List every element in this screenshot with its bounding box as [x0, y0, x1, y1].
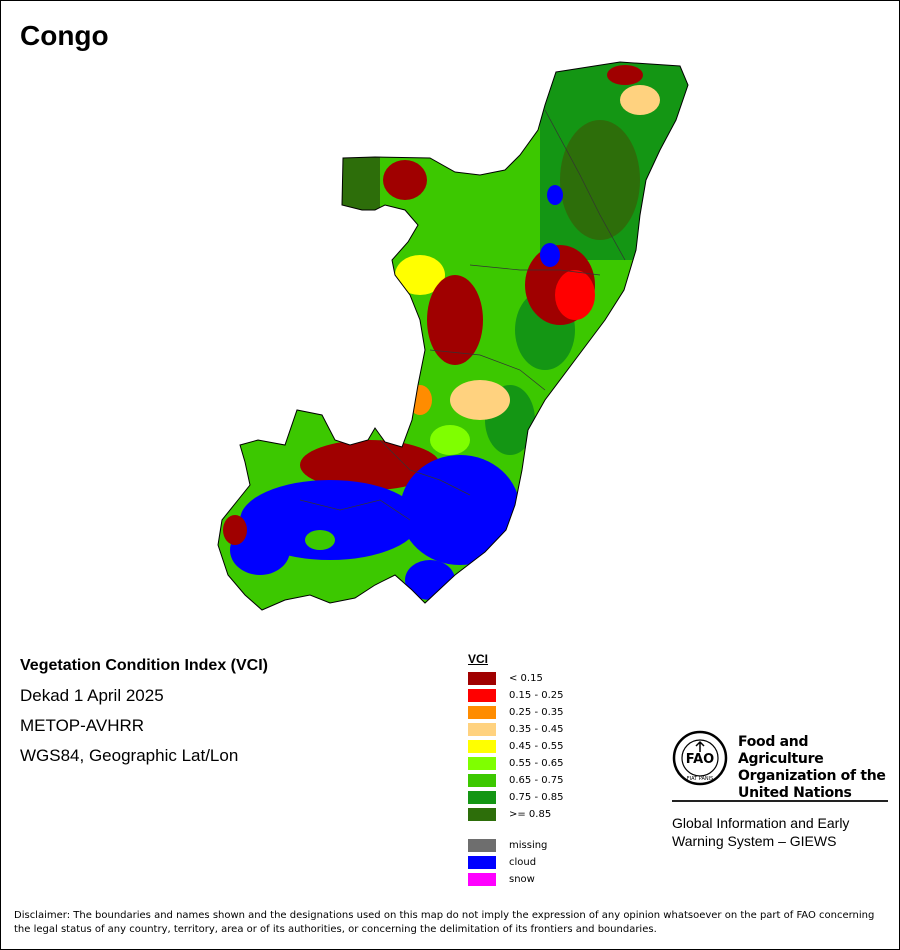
vci-class-025-035-area: [408, 385, 432, 415]
vci-class-lt015-southwest: [300, 440, 440, 490]
cloud-area-south: [400, 455, 520, 565]
legend-class-swatch: [468, 808, 496, 821]
legend-extra-swatch: [468, 856, 496, 869]
legend-class-row: 0.65 - 0.75: [468, 772, 628, 789]
legend-class-swatch: [468, 757, 496, 770]
giews-line2: Warning System – GIEWS: [672, 833, 837, 849]
legend-extra-swatch: [468, 839, 496, 852]
legend-class-row: 0.25 - 0.35: [468, 704, 628, 721]
legend-class-row: 0.35 - 0.45: [468, 721, 628, 738]
vci-class-ge085-area: [560, 120, 640, 240]
vci-class-lt015-coast: [223, 515, 247, 545]
vci-class-035-045-area: [450, 380, 510, 420]
legend-class-row: 0.55 - 0.65: [468, 755, 628, 772]
legend-extra-swatch: [468, 873, 496, 886]
vci-map-svg: [217, 61, 689, 611]
fao-logo-icon: FAO FIAT PANIS: [672, 730, 728, 786]
legend-extra: missing cloud snow: [468, 837, 628, 888]
sensor-label: METOP-AVHRR: [20, 716, 145, 735]
legend-extra-row: cloud: [468, 854, 628, 871]
vci-class-015-025-east: [555, 270, 595, 320]
organization-name-line2: Organization of the: [738, 768, 886, 784]
legend-class-swatch: [468, 723, 496, 736]
cloud-area-brazzaville: [405, 560, 455, 600]
legend-class-row: 0.75 - 0.85: [468, 789, 628, 806]
legend-class-label: 0.75 - 0.85: [509, 792, 564, 803]
vci-class-035-045-northeast: [620, 85, 660, 115]
legend-class-row: 0.45 - 0.55: [468, 738, 628, 755]
legend-class-label: 0.15 - 0.25: [509, 690, 564, 701]
vci-class-lt015-north: [383, 160, 427, 200]
vci-class-065-075-south: [305, 530, 335, 550]
vci-raster: [218, 62, 688, 610]
giews-label: Global Information and Early Warning Sys…: [672, 814, 892, 850]
vci-legend: VCI < 0.15 0.15 - 0.25 0.25 - 0.35 0.35 - 0…: [468, 652, 628, 888]
svg-text:FAO: FAO: [686, 752, 715, 767]
legend-extra-label: snow: [509, 874, 535, 885]
cloud-patch-northeast: [547, 185, 563, 205]
vci-class-045-055-area: [395, 255, 445, 295]
legend-class-label: 0.25 - 0.35: [509, 707, 564, 718]
vci-map: [217, 61, 689, 611]
legend-class-swatch: [468, 689, 496, 702]
legend-class-label: 0.55 - 0.65: [509, 758, 564, 769]
legend-class-swatch: [468, 740, 496, 753]
period-label: Dekad 1 April 2025: [20, 686, 164, 705]
department-boundaries: [299, 109, 626, 521]
vci-class-ge085-northwest: [340, 155, 380, 210]
legend-class-label: < 0.15: [509, 673, 543, 684]
legend-class-swatch: [468, 774, 496, 787]
legend-extra-row: missing: [468, 837, 628, 854]
legend-class-swatch: [468, 672, 496, 685]
legend-extra-label: cloud: [509, 857, 537, 868]
index-title: Vegetation Condition Index (VCI): [20, 657, 268, 674]
legend-extra-label: missing: [509, 840, 548, 851]
divider: [672, 800, 888, 802]
projection-label: WGS84, Geographic Lat/Lon: [20, 746, 239, 765]
vci-class-055-065-area: [430, 425, 470, 455]
legend-title: VCI: [468, 652, 489, 666]
cloud-patch-east: [540, 243, 560, 267]
legend-class-label: 0.45 - 0.55: [509, 741, 564, 752]
map-info: Vegetation Condition Index (VCI) Dekad 1…: [20, 656, 268, 776]
legend-class-swatch: [468, 791, 496, 804]
legend-class-row: 0.15 - 0.25: [468, 687, 628, 704]
disclaimer: Disclaimer: The boundaries and names sho…: [14, 910, 875, 935]
legend-class-row: >= 0.85: [468, 806, 628, 823]
legend-class-label: 0.35 - 0.45: [509, 724, 564, 735]
giews-line1: Global Information and Early: [672, 815, 850, 831]
svg-text:FIAT PANIS: FIAT PANIS: [687, 776, 714, 782]
legend-class-label: 0.65 - 0.75: [509, 775, 564, 786]
legend-class-row: < 0.15: [468, 670, 628, 687]
organization-name-line3: United Nations: [738, 785, 852, 801]
legend-class-swatch: [468, 706, 496, 719]
country-title: Congo: [20, 20, 109, 51]
organization-name: Food and Agriculture Organization of the…: [738, 734, 898, 802]
legend-extra-row: snow: [468, 871, 628, 888]
legend-classes: < 0.15 0.15 - 0.25 0.25 - 0.35 0.35 - 0.45 0…: [468, 670, 628, 823]
vci-class-lt015-northtip: [607, 65, 643, 85]
vci-class-lt015-center: [427, 275, 483, 365]
organization-name-line1: Food and Agriculture: [738, 734, 824, 767]
legend-class-label: >= 0.85: [509, 809, 552, 820]
